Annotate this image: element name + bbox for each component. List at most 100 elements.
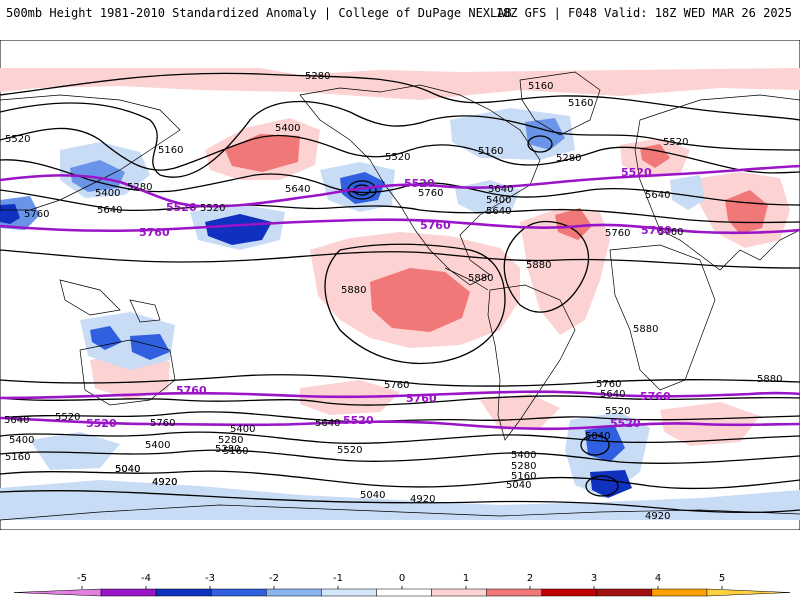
colorbar-segment: [321, 588, 377, 597]
svg-text:5520: 5520: [55, 412, 80, 423]
colorbar: -5 -4 -3 -2 -1 0 1 2 3 4 5: [0, 566, 800, 600]
colorbar-segment: [486, 588, 542, 597]
svg-text:5760: 5760: [658, 227, 683, 238]
svg-text:5400: 5400: [230, 424, 255, 435]
contour-labels-purple: 5520 5520 5520 5760 5760 5760 5760 5760 …: [86, 166, 672, 430]
svg-text:5400: 5400: [95, 188, 120, 199]
anomaly-map[interactable]: 5280 5160 5160 5520 5400 5160 5280 5400 …: [0, 40, 800, 530]
colorbar-tick-label: -2: [269, 573, 279, 584]
svg-text:5400: 5400: [486, 195, 511, 206]
svg-text:5520: 5520: [404, 177, 435, 190]
colorbar-tick-label: 1: [463, 573, 469, 584]
colorbar-segment: [13, 588, 102, 597]
colorbar-tick-label: -1: [333, 573, 343, 584]
colorbar-segment: [651, 588, 708, 597]
svg-text:5760: 5760: [139, 226, 170, 239]
colorbar-tick-label: 5: [719, 573, 725, 584]
colorbar-segment: [266, 588, 322, 597]
svg-text:5400: 5400: [145, 440, 170, 451]
run-info: 18Z GFS | F048 Valid: 18Z WED MAR 26 202…: [495, 6, 792, 20]
svg-text:5160: 5160: [528, 81, 553, 92]
purple-contours: [0, 164, 800, 431]
svg-text:5880: 5880: [757, 374, 782, 385]
map-header: 500mb Height 1981-2010 Standardized Anom…: [0, 0, 800, 40]
svg-text:5640: 5640: [645, 190, 670, 201]
svg-text:5880: 5880: [468, 273, 493, 284]
svg-text:5760: 5760: [406, 392, 437, 405]
colorbar-segment: [431, 588, 487, 597]
colorbar-tick-label: 3: [591, 573, 597, 584]
svg-text:4920: 4920: [152, 477, 177, 488]
svg-text:5640: 5640: [97, 205, 122, 216]
svg-text:5160: 5160: [158, 145, 183, 156]
svg-text:5760: 5760: [176, 384, 207, 397]
height-contours: [0, 72, 800, 513]
svg-text:5640: 5640: [486, 206, 511, 217]
svg-text:5520: 5520: [337, 445, 362, 456]
svg-text:5160: 5160: [511, 471, 536, 482]
svg-text:5520: 5520: [166, 201, 197, 214]
svg-text:5880: 5880: [633, 324, 658, 335]
svg-text:5160: 5160: [5, 452, 30, 463]
svg-text:5760: 5760: [640, 390, 671, 403]
svg-text:5400: 5400: [275, 123, 300, 134]
colorbar-tick-label: -5: [77, 573, 87, 584]
svg-text:5280: 5280: [127, 182, 152, 193]
colorbar-segment: [100, 588, 157, 597]
svg-text:5280: 5280: [215, 444, 240, 455]
colorbar-tick-label: 4: [655, 573, 661, 584]
coastlines: [0, 71, 800, 521]
svg-text:5520: 5520: [343, 414, 374, 427]
svg-text:4920: 4920: [152, 477, 177, 488]
colorbar-segment: [541, 588, 598, 597]
colorbar-tick-label: -3: [205, 573, 215, 584]
svg-text:5520: 5520: [621, 166, 652, 179]
contour-labels-black: 5280 5160 5160 5520 5400 5160 5280 5400 …: [4, 71, 782, 522]
svg-text:5160: 5160: [478, 146, 503, 157]
svg-text:5280: 5280: [218, 435, 243, 446]
svg-text:4920: 4920: [645, 511, 670, 522]
svg-text:5520: 5520: [86, 417, 117, 430]
svg-text:5640: 5640: [285, 184, 310, 195]
svg-text:5400: 5400: [511, 450, 536, 461]
svg-text:5640: 5640: [600, 389, 625, 400]
colorbar-segment: [376, 588, 432, 597]
svg-text:5520: 5520: [663, 137, 688, 148]
svg-text:5520: 5520: [610, 417, 641, 430]
map-canvas: 5280 5160 5160 5520 5400 5160 5280 5400 …: [0, 40, 800, 530]
svg-text:4920: 4920: [410, 494, 435, 505]
colorbar-segment: [596, 588, 653, 597]
anomaly-shading: [0, 68, 800, 520]
colorbar-segment: [210, 588, 267, 597]
svg-text:5640: 5640: [315, 418, 340, 429]
colorbar-segment: [155, 588, 212, 597]
svg-text:5760: 5760: [150, 418, 175, 429]
svg-text:5760: 5760: [641, 224, 672, 237]
svg-text:5160: 5160: [568, 98, 593, 109]
svg-text:5040: 5040: [360, 490, 385, 501]
svg-text:5760: 5760: [24, 209, 49, 220]
svg-text:5760: 5760: [596, 379, 621, 390]
svg-text:5280: 5280: [511, 461, 536, 472]
svg-text:5880: 5880: [341, 285, 366, 296]
svg-text:5520: 5520: [385, 152, 410, 163]
svg-text:5520: 5520: [605, 406, 630, 417]
map-title: 500mb Height 1981-2010 Standardized Anom…: [6, 6, 512, 20]
svg-text:5760: 5760: [384, 380, 409, 391]
svg-text:5040: 5040: [585, 431, 610, 442]
svg-text:5760: 5760: [418, 188, 443, 199]
svg-text:5520: 5520: [5, 134, 30, 145]
svg-text:5040: 5040: [506, 480, 531, 491]
svg-text:5520: 5520: [200, 203, 225, 214]
colorbar-tick-label: 2: [527, 573, 533, 584]
svg-text:5280: 5280: [305, 71, 330, 82]
svg-text:5760: 5760: [420, 219, 451, 232]
colorbar-tick-label: -4: [141, 573, 151, 584]
svg-text:5040: 5040: [115, 464, 140, 475]
svg-text:5280: 5280: [556, 153, 581, 164]
svg-text:5640: 5640: [488, 184, 513, 195]
svg-text:5880: 5880: [526, 260, 551, 271]
colorbar-segment: [706, 588, 791, 597]
svg-text:5640: 5640: [4, 415, 29, 426]
colorbar-canvas: -5 -4 -3 -2 -1 0 1 2 3 4 5: [13, 573, 791, 597]
